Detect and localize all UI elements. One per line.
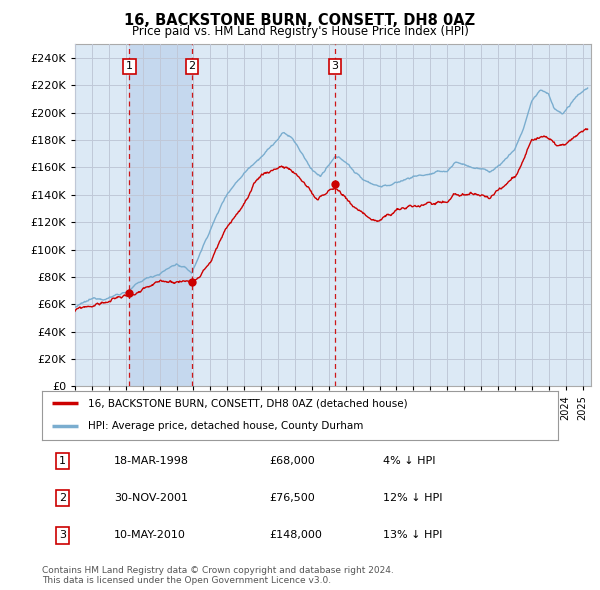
- Text: 3: 3: [59, 530, 66, 540]
- Text: 12% ↓ HPI: 12% ↓ HPI: [383, 493, 442, 503]
- Text: 2: 2: [59, 493, 66, 503]
- Text: 1: 1: [126, 61, 133, 71]
- Text: Contains HM Land Registry data © Crown copyright and database right 2024.
This d: Contains HM Land Registry data © Crown c…: [42, 566, 394, 585]
- Text: 16, BACKSTONE BURN, CONSETT, DH8 0AZ (detached house): 16, BACKSTONE BURN, CONSETT, DH8 0AZ (de…: [88, 398, 408, 408]
- Text: 30-NOV-2001: 30-NOV-2001: [114, 493, 188, 503]
- Text: 1: 1: [59, 456, 66, 466]
- Text: 18-MAR-1998: 18-MAR-1998: [114, 456, 189, 466]
- Text: £76,500: £76,500: [269, 493, 315, 503]
- Text: £68,000: £68,000: [269, 456, 315, 466]
- Bar: [130, 44, 192, 386]
- Text: 10-MAY-2010: 10-MAY-2010: [114, 530, 186, 540]
- Text: 3: 3: [332, 61, 338, 71]
- Text: 13% ↓ HPI: 13% ↓ HPI: [383, 530, 442, 540]
- Text: 16, BACKSTONE BURN, CONSETT, DH8 0AZ: 16, BACKSTONE BURN, CONSETT, DH8 0AZ: [124, 13, 476, 28]
- Text: Price paid vs. HM Land Registry's House Price Index (HPI): Price paid vs. HM Land Registry's House …: [131, 25, 469, 38]
- Text: 4% ↓ HPI: 4% ↓ HPI: [383, 456, 435, 466]
- Text: £148,000: £148,000: [269, 530, 322, 540]
- Text: HPI: Average price, detached house, County Durham: HPI: Average price, detached house, Coun…: [88, 421, 364, 431]
- Text: 2: 2: [188, 61, 196, 71]
